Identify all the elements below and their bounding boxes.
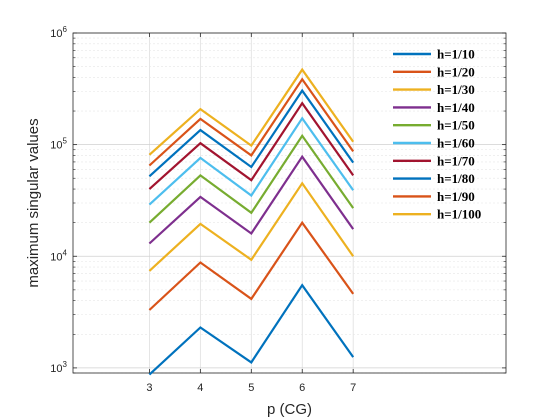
series-h=1/40	[148, 154, 355, 245]
legend-label: h=1/40	[437, 100, 475, 115]
legend: h=1/10 h=1/20 h=1/30 h=1/40 h=1/50 h=1/60 h=1/…	[393, 47, 481, 222]
series-h=1/30	[148, 181, 355, 272]
legend-label: h=1/80	[437, 171, 475, 186]
x-tick-label: 4	[197, 382, 203, 394]
x-tick-label: 3	[146, 382, 152, 394]
series-line	[148, 77, 355, 167]
legend-item: h=1/30	[393, 82, 475, 97]
legend-label: h=1/60	[437, 136, 475, 151]
legend-item: h=1/40	[393, 100, 475, 115]
series-line	[148, 181, 355, 272]
x-axis-ticks: 3 4 5 6 7	[146, 33, 356, 394]
series-h=1/60	[148, 116, 355, 206]
series-lines	[148, 67, 355, 376]
series-h=1/100	[148, 67, 355, 156]
legend-label: h=1/10	[437, 47, 475, 62]
legend-label: h=1/100	[437, 207, 481, 222]
legend-item: h=1/60	[393, 136, 475, 151]
legend-label: h=1/30	[437, 82, 475, 97]
series-h=1/20	[148, 220, 355, 311]
y-tick-label: 106	[50, 25, 67, 40]
legend-item: h=1/10	[393, 47, 475, 62]
x-axis-label: p (CG)	[267, 401, 312, 418]
series-h=1/80	[148, 88, 355, 178]
legend-item: h=1/20	[393, 64, 475, 79]
series-line	[148, 88, 355, 178]
series-line	[148, 116, 355, 206]
legend-item: h=1/70	[393, 153, 475, 168]
x-tick-label: 6	[299, 382, 305, 394]
series-h=1/50	[148, 133, 355, 224]
series-line	[148, 67, 355, 156]
legend-item: h=1/80	[393, 171, 475, 186]
legend-label: h=1/50	[437, 118, 475, 133]
y-tick-label: 103	[50, 360, 67, 375]
legend-label: h=1/70	[437, 153, 475, 168]
series-h=1/10	[148, 283, 355, 376]
x-tick-label: 5	[248, 382, 254, 394]
legend-item: h=1/100	[393, 207, 481, 222]
x-tick-label: 7	[350, 382, 356, 394]
series-h=1/90	[148, 77, 355, 167]
y-tick-label: 105	[50, 137, 67, 152]
y-axis-ticks: 103 104 105 106	[50, 25, 506, 375]
legend-item: h=1/50	[393, 118, 475, 133]
y-tick-label: 104	[50, 248, 67, 263]
legend-item: h=1/90	[393, 189, 475, 204]
series-line	[148, 154, 355, 245]
legend-label: h=1/90	[437, 189, 475, 204]
series-line	[148, 101, 355, 190]
series-h=1/70	[148, 101, 355, 190]
y-axis-label: maximum singular values	[25, 118, 42, 287]
legend-label: h=1/20	[437, 64, 475, 79]
series-line	[148, 133, 355, 224]
